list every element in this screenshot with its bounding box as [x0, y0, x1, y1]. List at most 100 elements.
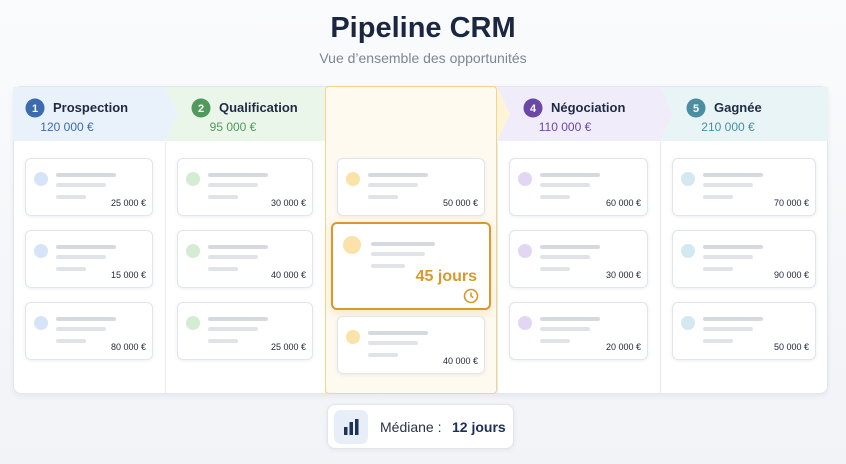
stage-header-bg — [497, 87, 673, 141]
placeholder-line — [703, 327, 753, 331]
deal-amount: 30 000 € — [270, 198, 306, 208]
deal-amount: 60 000 € — [605, 198, 641, 208]
deal-amount: 90 000 € — [773, 270, 809, 280]
placeholder-line — [56, 327, 106, 331]
placeholder-line — [540, 173, 600, 177]
deal-amount: 30 000 € — [605, 270, 641, 280]
placeholder-line — [703, 183, 753, 187]
deal-amount: 50 000 € — [442, 198, 478, 208]
stage-name: Gagnée — [714, 100, 762, 115]
placeholder-line — [540, 327, 590, 331]
placeholder-line — [56, 255, 106, 259]
stage-name: Qualification — [219, 100, 298, 115]
placeholder-line — [208, 195, 238, 199]
placeholder-line — [208, 267, 238, 271]
placeholder-line — [56, 267, 86, 271]
clock-icon — [463, 288, 479, 304]
placeholder-line — [703, 245, 763, 249]
deal-avatar — [518, 244, 532, 258]
deal-avatar — [34, 316, 48, 330]
placeholder-line — [368, 173, 428, 177]
placeholder-line — [371, 264, 405, 268]
column-divider — [660, 142, 661, 394]
deal-card: 15 000 € — [25, 230, 153, 288]
deal-avatar — [186, 244, 200, 258]
deal-card: 90 000 € — [672, 230, 816, 288]
page-title: Pipeline CRM — [330, 12, 516, 44]
placeholder-line — [56, 317, 116, 321]
deal-card: 20 000 € — [509, 302, 648, 360]
stage-name: Prospection — [53, 100, 128, 115]
deal-avatar — [681, 172, 695, 186]
placeholder-line — [540, 183, 590, 187]
stage-number-badge — [686, 98, 706, 118]
deal-amount: 50 000 € — [773, 342, 809, 352]
placeholder-line — [368, 331, 428, 335]
stage-header-bg — [660, 87, 828, 141]
deal-amount: 25 000 € — [110, 198, 146, 208]
placeholder-line — [56, 245, 116, 249]
deal-card: 25 000 € — [177, 302, 313, 360]
stage-total: 210 000 € — [701, 120, 755, 134]
placeholder-line — [703, 255, 753, 259]
stage-number-badge — [25, 98, 45, 118]
placeholder-line — [371, 242, 435, 246]
page-subtitle: Vue d’ensemble des opportunités — [319, 50, 527, 66]
deal-avatar — [681, 316, 695, 330]
deal-amount: 15 000 € — [110, 270, 146, 280]
placeholder-line — [540, 245, 600, 249]
deal-card: 30 000 € — [509, 230, 648, 288]
stage-header-bg — [165, 87, 338, 141]
placeholder-line — [208, 317, 268, 321]
deal-avatar — [346, 330, 360, 344]
deal-card: 40 000 € — [177, 230, 313, 288]
placeholder-line — [703, 339, 733, 343]
placeholder-line — [368, 341, 418, 345]
median-label: Médiane : — [380, 419, 442, 435]
stage-number: 5 — [693, 103, 699, 115]
placeholder-line — [368, 195, 398, 199]
deal-card: 40 000 € — [337, 316, 485, 374]
stage-name: Négociation — [551, 100, 625, 115]
placeholder-line — [208, 327, 258, 331]
placeholder-line — [56, 195, 86, 199]
deal-card: 50 000 € — [337, 158, 485, 216]
deal-avatar — [186, 316, 200, 330]
placeholder-line — [56, 183, 106, 187]
placeholder-line — [703, 317, 763, 321]
deal-card: 80 000 € — [25, 302, 153, 360]
highlighted-deal-card: 45 jours — [331, 222, 491, 310]
placeholder-line — [703, 173, 763, 177]
placeholder-line — [371, 252, 425, 256]
placeholder-line — [703, 267, 733, 271]
column-divider — [497, 142, 498, 394]
deal-amount: 20 000 € — [605, 342, 641, 352]
deal-card: 60 000 € — [509, 158, 648, 216]
median-value: 12 jours — [452, 419, 506, 435]
stage-total: 110 000 € — [539, 120, 592, 134]
deal-avatar — [346, 172, 360, 186]
chart-icon — [334, 410, 368, 444]
placeholder-line — [540, 255, 590, 259]
stage-number-badge — [523, 98, 543, 118]
column-divider — [165, 142, 166, 394]
placeholder-line — [208, 255, 258, 259]
stage-total: 95 000 € — [210, 120, 257, 134]
placeholder-line — [540, 195, 570, 199]
stage-number: 2 — [198, 103, 204, 115]
stage-total: 120 000 € — [40, 120, 94, 134]
placeholder-line — [208, 173, 268, 177]
placeholder-line — [540, 339, 570, 343]
placeholder-line — [56, 339, 86, 343]
deal-avatar — [343, 236, 361, 254]
deal-amount: 40 000 € — [270, 270, 306, 280]
deal-avatar — [34, 172, 48, 186]
deal-card: 25 000 € — [25, 158, 153, 216]
placeholder-line — [540, 317, 600, 321]
stage-header-bg — [13, 87, 178, 141]
placeholder-line — [208, 245, 268, 249]
deal-amount: 80 000 € — [110, 342, 146, 352]
deal-card: 50 000 € — [672, 302, 816, 360]
deal-amount: 70 000 € — [773, 198, 809, 208]
